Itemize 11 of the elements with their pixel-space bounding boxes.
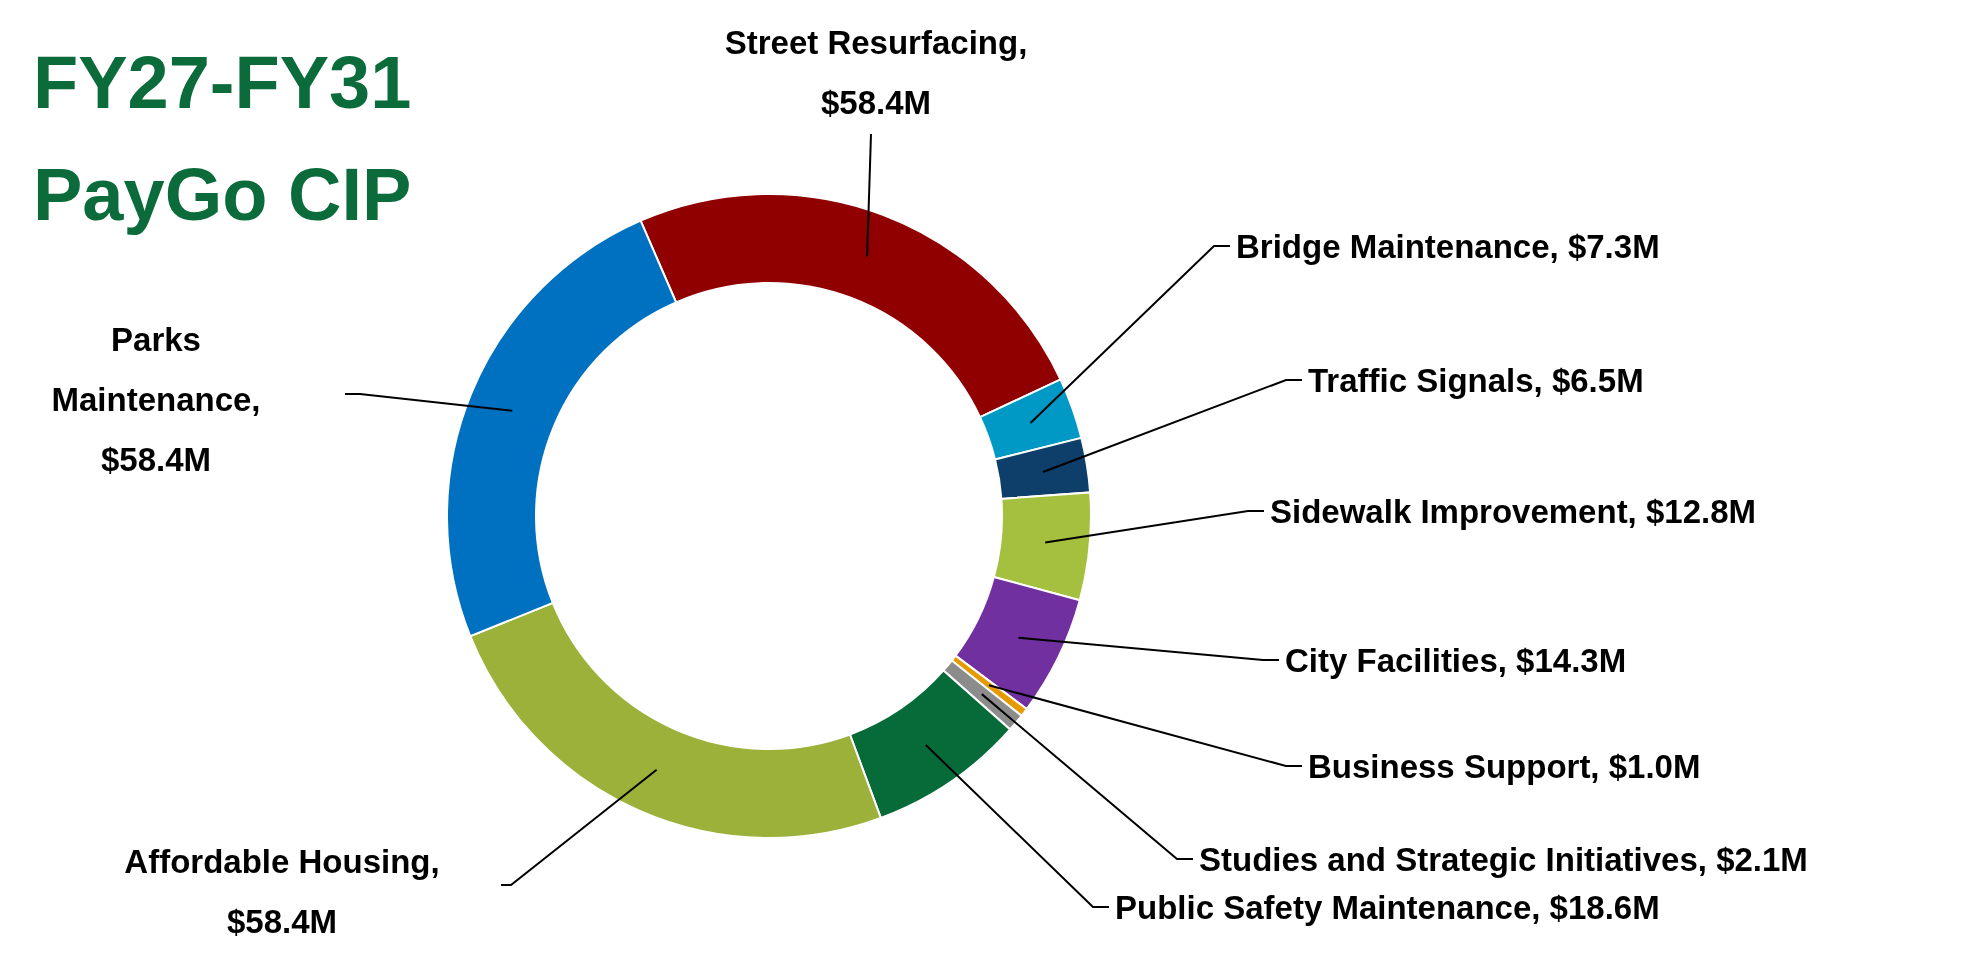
slice-label: Street Resurfacing, $58.4M (724, 24, 1028, 121)
text: FY27-FY31 PayGo CIP (33, 41, 412, 236)
slice-label: Bridge Maintenance, $7.3M (1236, 228, 1660, 265)
slice-label: Traffic Signals, $6.5M (1308, 362, 1644, 399)
slice-label: Sidewalk Improvement, $12.8M (1270, 493, 1757, 530)
slice-label: Studies and Strategic Initiatives, $2.1M (1199, 841, 1808, 878)
slice-label: Public Safety Maintenance, $18.6M (1115, 889, 1660, 926)
slice-label: Business Support, $1.0M (1308, 748, 1701, 785)
slice-label: City Facilities, $14.3M (1285, 642, 1627, 679)
slice-label: Parks Maintenance, $58.4M (51, 321, 261, 478)
slice-label: Affordable Housing, $58.4M (124, 843, 440, 940)
